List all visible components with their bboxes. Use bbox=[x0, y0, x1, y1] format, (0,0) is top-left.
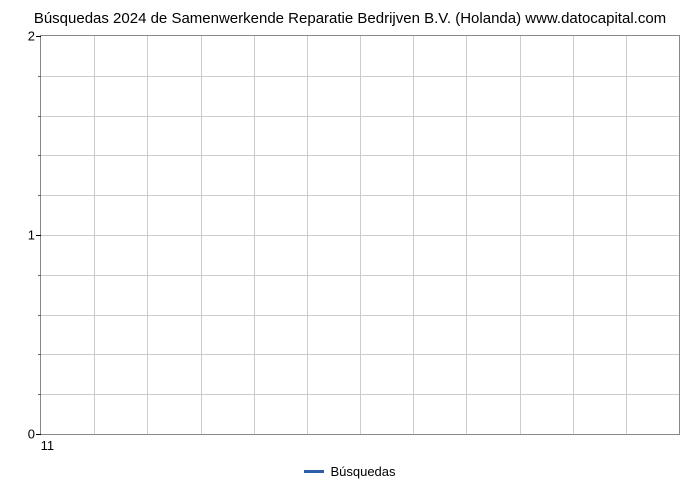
grid-line-vertical bbox=[201, 36, 202, 434]
y-tick-label: 1 bbox=[28, 228, 35, 243]
legend-label: Búsquedas bbox=[330, 464, 395, 479]
plot-wrapper: 01211 bbox=[40, 35, 680, 455]
y-tick-mark bbox=[36, 36, 41, 37]
y-minor-tick bbox=[38, 195, 41, 196]
x-tick-label: 11 bbox=[41, 438, 55, 453]
chart-container: Búsquedas 2024 de Samenwerkende Reparati… bbox=[10, 10, 690, 490]
y-tick-label: 2 bbox=[28, 29, 35, 44]
y-tick-label: 0 bbox=[28, 427, 35, 442]
grid-line-vertical bbox=[520, 36, 521, 434]
grid-line-vertical bbox=[573, 36, 574, 434]
y-minor-tick bbox=[38, 354, 41, 355]
y-minor-tick bbox=[38, 315, 41, 316]
y-minor-tick bbox=[38, 76, 41, 77]
grid-line-vertical bbox=[147, 36, 148, 434]
grid-line-vertical bbox=[94, 36, 95, 434]
grid-line-vertical bbox=[626, 36, 627, 434]
legend-swatch bbox=[304, 470, 324, 473]
plot-area: 01211 bbox=[40, 35, 680, 435]
legend: Búsquedas bbox=[10, 461, 690, 479]
grid-line-vertical bbox=[360, 36, 361, 434]
legend-item: Búsquedas bbox=[304, 464, 395, 479]
y-minor-tick bbox=[38, 116, 41, 117]
y-tick-mark bbox=[36, 434, 41, 435]
y-minor-tick bbox=[38, 155, 41, 156]
grid-line-vertical bbox=[466, 36, 467, 434]
grid-line-vertical bbox=[413, 36, 414, 434]
grid-line-vertical bbox=[254, 36, 255, 434]
chart-title: Búsquedas 2024 de Samenwerkende Reparati… bbox=[10, 10, 690, 27]
grid-line-vertical bbox=[307, 36, 308, 434]
y-minor-tick bbox=[38, 394, 41, 395]
y-tick-mark bbox=[36, 235, 41, 236]
y-minor-tick bbox=[38, 275, 41, 276]
